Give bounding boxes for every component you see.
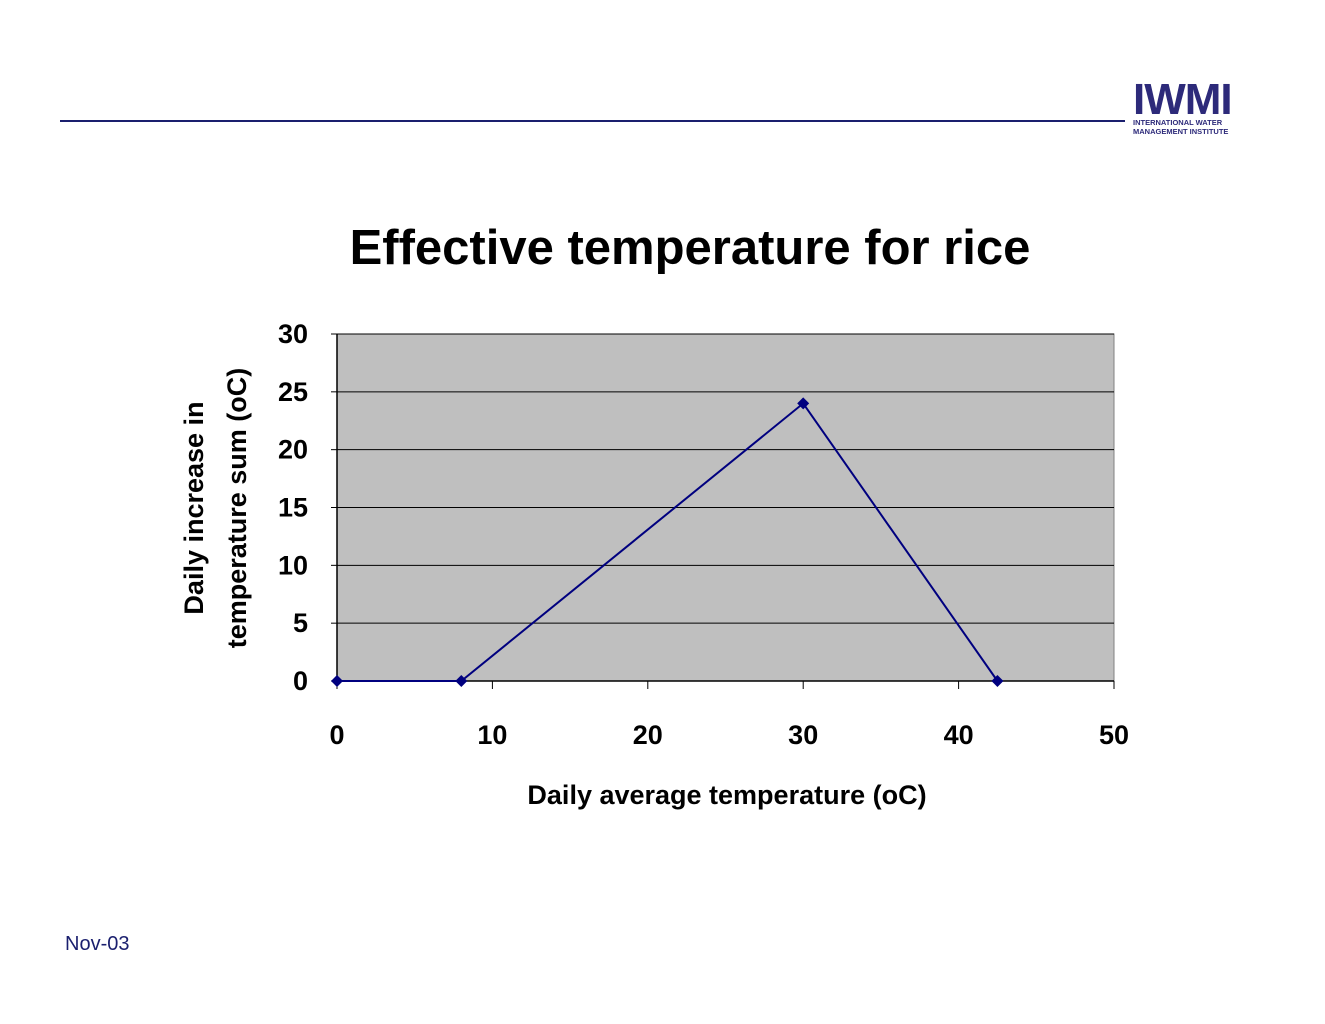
data-point-marker <box>797 397 810 410</box>
y-tick-label: 0 <box>293 666 308 696</box>
y-tick-label: 25 <box>278 377 308 407</box>
logo-mark: IWMI <box>1133 75 1233 124</box>
header-rule <box>60 120 1125 122</box>
y-tick-label: 5 <box>293 608 308 638</box>
x-tick-label: 20 <box>633 720 663 750</box>
y-axis-label-line: Daily increase in <box>179 401 209 614</box>
y-axis-label: Daily increase in temperature sum (oC) <box>179 368 252 649</box>
x-axis-label: Daily average temperature (oC) <box>527 780 926 810</box>
series-line <box>337 401 999 682</box>
x-tick-label: 50 <box>1099 720 1129 750</box>
x-tick-label: 30 <box>788 720 818 750</box>
y-tick-label: 10 <box>278 550 308 580</box>
footer-date: Nov-03 <box>65 933 130 955</box>
logo-line-2: MANAGEMENT INSTITUTE <box>1133 127 1229 136</box>
data-point-marker <box>991 675 1004 687</box>
data-point-marker <box>331 675 343 687</box>
x-tick-label: 40 <box>944 720 974 750</box>
y-tick-label: 15 <box>278 493 308 523</box>
y-tick-label: 30 <box>278 319 308 349</box>
iwmi-logo: IWMI INTERNATIONAL WATER MANAGEMENT INST… <box>1133 75 1248 137</box>
x-tick-label: 10 <box>477 720 507 750</box>
x-tick-label: 0 <box>329 720 344 750</box>
chart-title: Effective temperature for rice <box>349 221 1031 275</box>
y-tick-label: 20 <box>278 435 308 465</box>
logo-line-1: INTERNATIONAL WATER <box>1133 118 1223 127</box>
data-point-marker <box>455 675 468 687</box>
y-axis-label-line: temperature sum (oC) <box>222 368 252 649</box>
